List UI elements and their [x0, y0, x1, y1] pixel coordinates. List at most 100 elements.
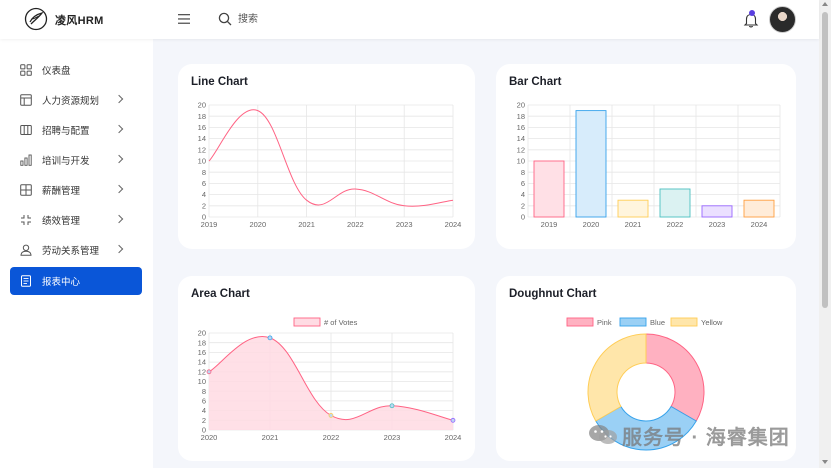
- y-tick-label: 10: [198, 377, 206, 386]
- y-tick-label: 6: [521, 179, 525, 188]
- watermark: 服务号 · 海睿集团: [588, 420, 790, 450]
- y-tick-label: 8: [202, 387, 206, 396]
- y-tick-label: 10: [517, 157, 525, 166]
- line-chart: 0 2 4 6 8 10 12 14 16 18 20 2019 2020 2021 2022 2023 202…: [198, 101, 462, 229]
- grid-icon: [20, 184, 32, 196]
- y-tick-label: 14: [198, 358, 206, 367]
- y-tick-label: 18: [198, 112, 206, 121]
- x-tick-label: 2019: [541, 220, 558, 229]
- legend-swatch: [293, 317, 321, 327]
- layout-icon: [20, 94, 32, 106]
- search-icon[interactable]: [218, 12, 232, 26]
- y-tick-label: 20: [517, 101, 525, 110]
- y-tick-label: 4: [521, 190, 525, 199]
- x-tick-label: 2023: [384, 433, 401, 442]
- scroll-up-arrow-icon[interactable]: [822, 2, 828, 6]
- card-title: Bar Chart: [509, 76, 562, 88]
- sidebar-item-training[interactable]: 培训与开发: [10, 146, 142, 174]
- scroll-down-arrow-icon[interactable]: [822, 460, 828, 464]
- bar-chart-card: Bar Chart 0 2 4 6 8 10 12 14 16 18 20 2019 2020 2021 2…: [496, 64, 796, 249]
- wechat-icon: [589, 425, 617, 444]
- document-icon: [21, 275, 31, 287]
- y-tick-label: 12: [517, 145, 525, 154]
- legend-label: Blue: [650, 318, 665, 327]
- sidebar-item-hr-planning[interactable]: 人力资源规划: [10, 86, 142, 114]
- menu-toggle-icon[interactable]: [177, 13, 191, 25]
- y-tick-label: 2: [521, 201, 525, 210]
- bar-chart-icon: [20, 154, 32, 166]
- y-tick-label: 12: [198, 367, 206, 376]
- x-tick-label: 2024: [445, 433, 462, 442]
- bar: [575, 110, 607, 218]
- sidebar-item-compensation[interactable]: 薪酬管理: [10, 176, 142, 204]
- y-tick-label: 20: [198, 329, 206, 338]
- data-point: [389, 403, 395, 409]
- x-tick-label: 2020: [583, 220, 600, 229]
- bar: [617, 199, 649, 218]
- sidebar-item-label: 薪酬管理: [42, 186, 81, 197]
- y-tick-label: 14: [198, 134, 206, 143]
- y-tick-label: 12: [198, 145, 206, 154]
- x-tick-label: 2023: [709, 220, 726, 229]
- data-point: [206, 369, 212, 375]
- data-point: [450, 417, 456, 423]
- area-line: [208, 335, 454, 421]
- y-tick-label: 20: [198, 101, 206, 110]
- card-title: Line Chart: [191, 76, 248, 88]
- doughnut-chart: Pink Blue Yellow: [566, 317, 723, 451]
- user-icon: [20, 244, 32, 256]
- y-tick-label: 0: [521, 213, 525, 222]
- y-tick-label: 0: [202, 213, 206, 222]
- card-title: Doughnut Chart: [509, 288, 597, 300]
- legend-label: # of Votes: [324, 318, 358, 327]
- scrollbar-thumb[interactable]: [822, 12, 828, 308]
- x-tick-label: 2022: [347, 220, 364, 229]
- chevron-right-icon: [114, 94, 124, 104]
- y-tick-label: 16: [198, 348, 206, 357]
- area-chart-card: Area Chart # of Votes 0 2 4 6 8 10 12 14 16 18 20 20…: [178, 276, 475, 461]
- sidebar-item-reports[interactable]: 报表中心: [10, 267, 142, 295]
- columns-icon: [20, 125, 32, 135]
- y-tick-label: 6: [202, 397, 206, 406]
- y-tick-label: 18: [198, 338, 206, 347]
- sidebar-item-dashboard[interactable]: 仪表盘: [10, 56, 142, 84]
- logo-text: 凌风HRM: [55, 15, 104, 27]
- y-tick-label: 16: [198, 123, 206, 132]
- logo-icon[interactable]: [24, 7, 48, 31]
- x-tick-label: 2022: [323, 433, 340, 442]
- y-tick-label: 6: [202, 179, 206, 188]
- sidebar-item-performance[interactable]: 绩效管理: [10, 206, 142, 234]
- dashboard-icon: [20, 64, 32, 76]
- avatar[interactable]: [769, 6, 796, 33]
- sidebar-item-labor-relations[interactable]: 劳动关系管理: [10, 236, 142, 264]
- bar: [659, 188, 691, 218]
- x-tick-label: 2020: [249, 220, 266, 229]
- y-tick-label: 10: [198, 157, 206, 166]
- sidebar-item-label: 劳动关系管理: [42, 246, 100, 257]
- y-tick-label: 4: [202, 190, 206, 199]
- x-tick-label: 2021: [262, 433, 279, 442]
- bar: [533, 160, 565, 218]
- doughnut-slice: [587, 333, 647, 422]
- sidebar-item-label: 报表中心: [42, 277, 81, 288]
- doughnut-chart-card: Doughnut Chart Pink Blue Yellow: [496, 276, 796, 461]
- x-tick-label: 2024: [445, 220, 462, 229]
- data-point: [267, 335, 273, 341]
- y-tick-label: 18: [517, 112, 525, 121]
- x-tick-label: 2019: [201, 220, 218, 229]
- chevron-right-icon: [114, 124, 124, 134]
- sidebar-item-recruitment[interactable]: 招聘与配置: [10, 116, 142, 144]
- x-tick-label: 2021: [625, 220, 642, 229]
- line-chart-card: Line Chart 0 2 4 6 8 10 12 14 16 18 20 2019 2020 2021…: [178, 64, 475, 249]
- search-input[interactable]: [238, 11, 378, 27]
- card-title: Area Chart: [191, 288, 250, 300]
- data-point: [328, 413, 334, 418]
- legend-label: Yellow: [701, 318, 723, 327]
- watermark-text: 服务号 · 海睿集团: [622, 426, 790, 449]
- y-tick-label: 2: [202, 416, 206, 425]
- sidebar-item-label: 培训与开发: [42, 156, 90, 167]
- bar: [743, 199, 775, 218]
- y-tick-label: 4: [202, 406, 206, 415]
- y-tick-label: 0: [202, 426, 206, 435]
- notification-dot: [749, 10, 755, 16]
